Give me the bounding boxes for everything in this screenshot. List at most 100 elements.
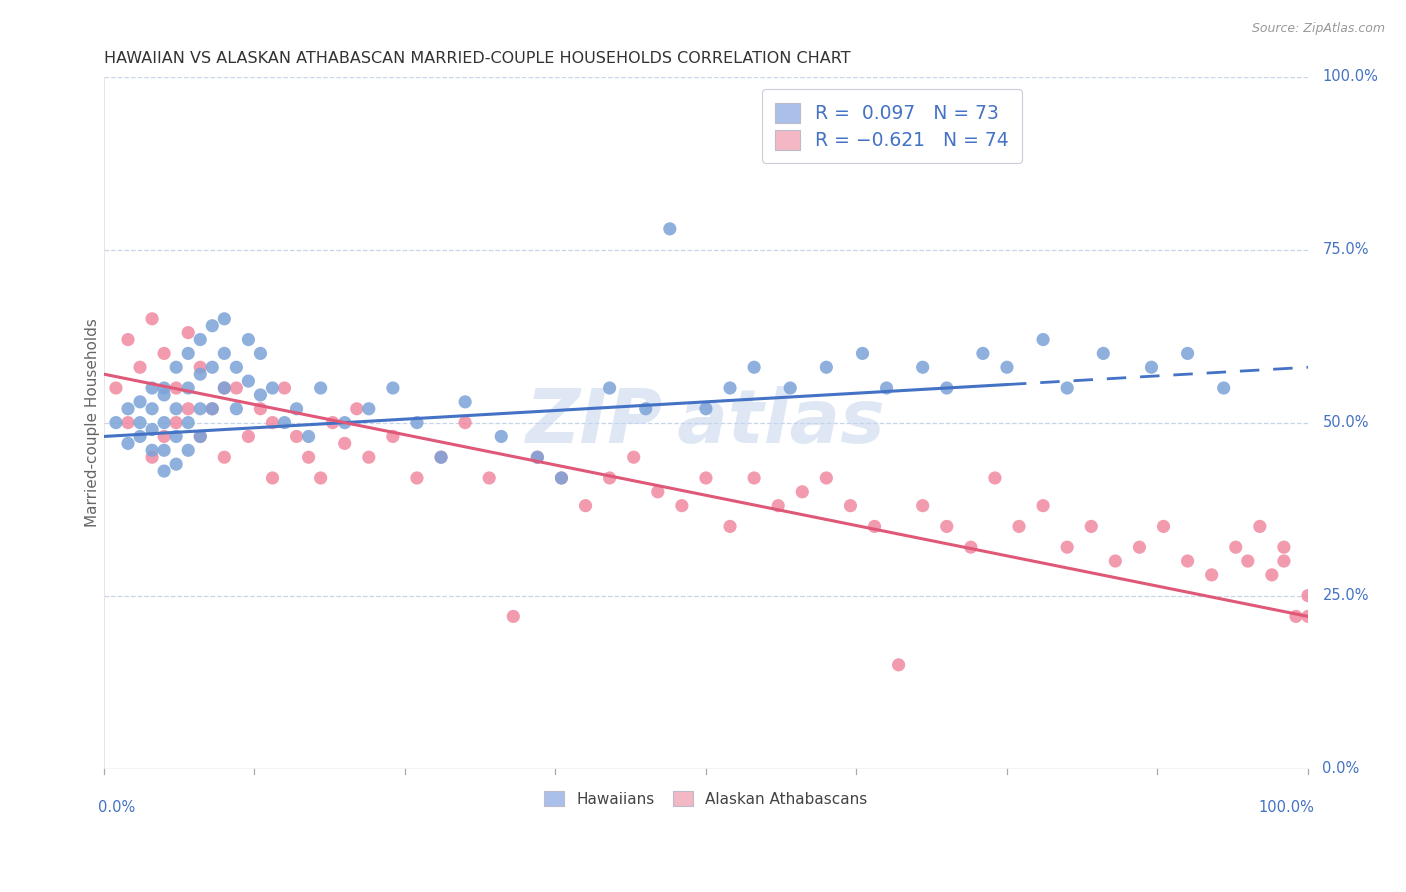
Point xyxy=(262,416,284,430)
Point xyxy=(249,388,271,402)
Point xyxy=(165,457,187,471)
Point xyxy=(153,443,176,458)
Point xyxy=(188,333,211,347)
Point xyxy=(972,346,994,360)
Point xyxy=(574,499,596,513)
Point xyxy=(718,519,741,533)
Point xyxy=(201,318,224,333)
Point xyxy=(1249,519,1271,533)
Text: 100.0%: 100.0% xyxy=(1323,69,1378,84)
Point xyxy=(141,443,163,458)
Point xyxy=(201,401,224,416)
Point xyxy=(911,499,934,513)
Point xyxy=(1285,609,1308,624)
Point xyxy=(273,381,295,395)
Point xyxy=(695,401,717,416)
Point xyxy=(599,471,621,485)
Point xyxy=(165,401,187,416)
Point xyxy=(454,416,477,430)
Text: ZIP atlas: ZIP atlas xyxy=(526,386,886,459)
Point xyxy=(214,311,236,326)
Point xyxy=(177,326,200,340)
Point xyxy=(381,429,404,443)
Point xyxy=(238,429,260,443)
Point xyxy=(1261,567,1284,582)
Point xyxy=(177,381,200,395)
Point xyxy=(406,471,429,485)
Point xyxy=(153,416,176,430)
Text: Source: ZipAtlas.com: Source: ZipAtlas.com xyxy=(1251,22,1385,36)
Point xyxy=(141,381,163,395)
Point xyxy=(153,381,176,395)
Point xyxy=(129,429,152,443)
Point xyxy=(273,416,295,430)
Point xyxy=(381,381,404,395)
Point xyxy=(129,395,152,409)
Point xyxy=(1296,589,1319,603)
Point xyxy=(214,381,236,395)
Point xyxy=(815,471,838,485)
Point xyxy=(1008,519,1031,533)
Point xyxy=(1080,519,1102,533)
Point xyxy=(792,484,814,499)
Point xyxy=(225,360,247,375)
Text: 100.0%: 100.0% xyxy=(1258,800,1315,814)
Point xyxy=(815,360,838,375)
Point xyxy=(249,401,271,416)
Point xyxy=(117,436,139,450)
Point xyxy=(322,416,344,430)
Point xyxy=(177,416,200,430)
Point xyxy=(779,381,801,395)
Point xyxy=(153,346,176,360)
Point xyxy=(177,443,200,458)
Point xyxy=(309,471,332,485)
Text: 75.0%: 75.0% xyxy=(1323,242,1369,257)
Point xyxy=(935,381,957,395)
Point xyxy=(249,346,271,360)
Point xyxy=(995,360,1018,375)
Point xyxy=(671,499,693,513)
Point xyxy=(165,416,187,430)
Point xyxy=(141,423,163,437)
Point xyxy=(1212,381,1234,395)
Point xyxy=(153,429,176,443)
Point xyxy=(1272,540,1295,554)
Point xyxy=(188,367,211,381)
Point xyxy=(285,401,308,416)
Point xyxy=(201,360,224,375)
Point xyxy=(742,360,765,375)
Point xyxy=(634,401,657,416)
Point xyxy=(647,484,669,499)
Point xyxy=(153,464,176,478)
Point xyxy=(1128,540,1150,554)
Point xyxy=(887,657,910,672)
Point xyxy=(911,360,934,375)
Text: HAWAIIAN VS ALASKAN ATHABASCAN MARRIED-COUPLE HOUSEHOLDS CORRELATION CHART: HAWAIIAN VS ALASKAN ATHABASCAN MARRIED-C… xyxy=(104,51,851,66)
Point xyxy=(1056,540,1078,554)
Point xyxy=(153,388,176,402)
Point xyxy=(1296,609,1319,624)
Point xyxy=(1153,519,1175,533)
Point xyxy=(960,540,983,554)
Point xyxy=(357,450,380,465)
Point xyxy=(104,381,127,395)
Point xyxy=(141,311,163,326)
Point xyxy=(285,429,308,443)
Point xyxy=(1104,554,1126,568)
Point xyxy=(502,609,524,624)
Point xyxy=(346,401,368,416)
Point xyxy=(454,395,477,409)
Point xyxy=(188,429,211,443)
Point xyxy=(550,471,572,485)
Point xyxy=(297,450,319,465)
Point xyxy=(526,450,548,465)
Point xyxy=(333,436,356,450)
Point xyxy=(1032,333,1054,347)
Point xyxy=(1056,381,1078,395)
Point xyxy=(238,374,260,388)
Point xyxy=(550,471,572,485)
Point xyxy=(478,471,501,485)
Point xyxy=(658,222,681,236)
Point xyxy=(129,416,152,430)
Point xyxy=(935,519,957,533)
